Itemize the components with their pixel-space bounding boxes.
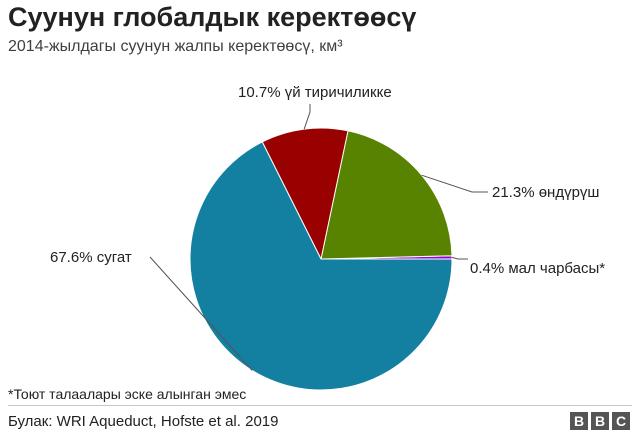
footnote: *Тоют талаалары эске алынган эмес (8, 386, 247, 402)
pie-slice-10-7-үй-тиричиликке (261, 127, 349, 261)
slice-label: 21.3% өндүрүш (492, 184, 599, 201)
source-note: Булак: WRI Aqueduct, Hofste et al. 2019 (8, 413, 279, 430)
slice-label: 67.6% сугат (50, 249, 132, 266)
chart-title: Суунун глобалдык керектөөсү (8, 2, 417, 32)
chart-subtitle: 2014-жылдагы суунун жалпы керектөөсү, км… (8, 38, 343, 55)
slice-label: 0.4% мал чарбасы* (470, 260, 605, 277)
leader-line (421, 174, 488, 193)
bbc-logo-letter: B (591, 412, 609, 430)
leader-line (451, 256, 468, 260)
slice-label: 10.7% үй тиричиликке (238, 84, 392, 101)
bbc-logo-letter: C (612, 412, 630, 430)
leader-line (303, 104, 311, 130)
label-leader-lines (149, 104, 488, 371)
bbc-logo: B B C (570, 412, 630, 430)
bbc-logo-letter: B (570, 412, 588, 430)
pie-slices (189, 127, 453, 391)
footer-divider (8, 405, 632, 406)
pie-slice-21-3-өндүрүш (320, 130, 453, 260)
slice-labels: 0.4% мал чарбасы* 21.3% өндүрүш 10.7% үй т… (50, 84, 605, 277)
leader-line (149, 256, 253, 371)
